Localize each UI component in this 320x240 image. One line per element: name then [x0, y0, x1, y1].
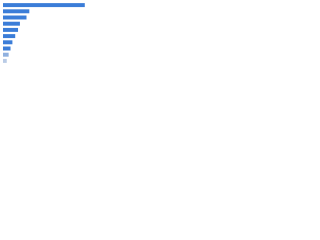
bar — [3, 34, 16, 39]
bar — [3, 46, 11, 51]
bar — [3, 27, 19, 32]
bar — [3, 15, 27, 20]
bar — [3, 21, 20, 26]
bar — [3, 58, 7, 63]
bar — [3, 9, 30, 14]
bar — [3, 52, 9, 57]
bar — [3, 3, 85, 8]
chart — [3, 3, 85, 63]
bar — [3, 40, 13, 45]
